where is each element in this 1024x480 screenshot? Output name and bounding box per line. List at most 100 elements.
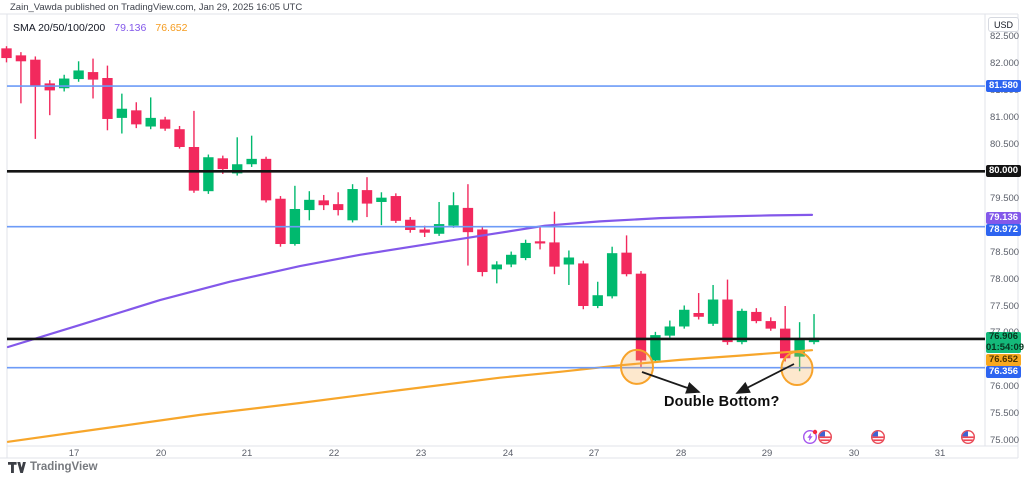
candle-body <box>116 108 128 118</box>
candle-body <box>232 164 243 174</box>
attribution-text: Zain_Vawda published on TradingView.com,… <box>10 2 303 13</box>
sma-legend[interactable]: SMA 20/50/100/200 79.136 76.652 <box>13 22 188 34</box>
candle-body <box>693 313 704 317</box>
candles <box>1 46 820 372</box>
candle-body <box>433 224 445 234</box>
candle-body <box>448 205 459 226</box>
us-flag-icon[interactable] <box>960 429 976 445</box>
candle-body <box>405 219 416 231</box>
candle-body <box>87 72 99 80</box>
candle-body <box>794 339 805 357</box>
tradingview-logo-glyph <box>8 461 26 473</box>
candle-body <box>722 299 733 343</box>
candle-body <box>58 78 70 89</box>
last-price-badge: 76.906 01:54:09 <box>986 331 1024 353</box>
time-tick-29: 29 <box>761 448 773 459</box>
time-tick-17: 17 <box>68 448 80 459</box>
candle-body <box>419 229 430 233</box>
candle-body <box>707 299 719 324</box>
candle-body <box>491 264 502 270</box>
price-tick-82.500: 82.500 <box>990 31 1020 42</box>
candle-body <box>621 252 632 275</box>
candle-body <box>30 59 41 86</box>
candle-body <box>102 78 113 119</box>
candle-body <box>203 157 214 192</box>
time-tick-22: 22 <box>328 448 340 459</box>
candle-body <box>679 309 690 327</box>
bar-countdown: 01:54:09 <box>986 341 1024 353</box>
price-tick-76.000: 76.000 <box>990 381 1020 393</box>
candle-body <box>347 189 358 221</box>
candle-body <box>246 158 257 165</box>
candle-body <box>304 199 315 211</box>
candle-body <box>664 326 676 336</box>
candle-body <box>751 311 762 322</box>
candle-body <box>15 55 27 62</box>
us-flag-icon[interactable] <box>870 429 886 445</box>
price-level-badge-76.356: 76.356 <box>986 366 1021 378</box>
double-bottom-circle[interactable] <box>780 351 814 386</box>
time-tick-31: 31 <box>934 448 946 459</box>
annotation-arrow[interactable] <box>735 363 795 394</box>
candle-body <box>635 273 647 361</box>
price-level-badge-76.652: 76.652 <box>986 353 1021 366</box>
candle-body <box>606 253 618 297</box>
candle-body <box>477 229 488 273</box>
price-tick-75.000: 75.000 <box>990 435 1020 447</box>
candle-body <box>145 117 156 127</box>
candle-body <box>592 295 603 306</box>
time-tick-24: 24 <box>502 448 514 459</box>
candle-body <box>376 197 387 202</box>
time-tick-27: 27 <box>588 448 600 459</box>
price-tick-78.000: 78.000 <box>990 273 1020 285</box>
double-bottom-circle[interactable] <box>620 348 654 385</box>
candle-body <box>549 242 560 267</box>
double-bottom-label: Double Bottom? <box>664 394 780 410</box>
candle-body <box>520 242 531 259</box>
price-level-badge-79.136: 79.136 <box>986 211 1021 224</box>
event-markers <box>802 429 976 445</box>
candle-body <box>361 190 373 204</box>
candle-body <box>765 321 776 329</box>
sma-orange-value: 76.652 <box>155 22 188 34</box>
candle-body <box>73 70 84 80</box>
candle-body <box>174 129 185 147</box>
candle-body <box>1 48 12 59</box>
price-tick-82.000: 82.000 <box>990 58 1020 69</box>
time-tick-30: 30 <box>848 448 860 459</box>
candle-body <box>318 200 329 206</box>
candle-body <box>131 110 142 125</box>
candle-body <box>578 263 589 306</box>
tradingview-logo-text: TradingView <box>30 461 98 473</box>
candle-body <box>736 310 748 343</box>
sma-legend-title: SMA 20/50/100/200 <box>13 22 106 34</box>
price-tick-77.500: 77.500 <box>990 300 1020 312</box>
candle-body <box>534 241 546 244</box>
price-tick-75.500: 75.500 <box>990 408 1020 420</box>
candle-body <box>260 158 272 201</box>
time-tick-20: 20 <box>155 448 167 459</box>
candle-body <box>563 257 575 265</box>
candle-body <box>188 146 200 191</box>
candle-body <box>217 158 228 170</box>
currency-button[interactable]: USD <box>988 17 1019 32</box>
sma-purple-line <box>6 213 814 349</box>
candle-body <box>390 196 402 221</box>
candle-body <box>462 207 474 233</box>
sma-orange-line <box>6 349 814 443</box>
price-level-badge-78.972: 78.972 <box>986 224 1021 237</box>
candle-body <box>779 328 791 359</box>
annotation-arrow[interactable] <box>641 371 701 394</box>
time-tick-21: 21 <box>241 448 253 459</box>
sma-purple-value: 79.136 <box>114 22 147 34</box>
price-level-badge-81.580: 81.580 <box>986 80 1021 93</box>
tradingview-logo[interactable]: TradingView <box>8 461 98 473</box>
price-tick-78.500: 78.500 <box>990 246 1020 258</box>
us-flag-icon[interactable] <box>817 429 833 445</box>
price-tick-79.500: 79.500 <box>990 192 1020 204</box>
economic-impact-icon[interactable] <box>802 429 818 445</box>
time-tick-23: 23 <box>415 448 427 459</box>
candle-body <box>650 335 661 361</box>
